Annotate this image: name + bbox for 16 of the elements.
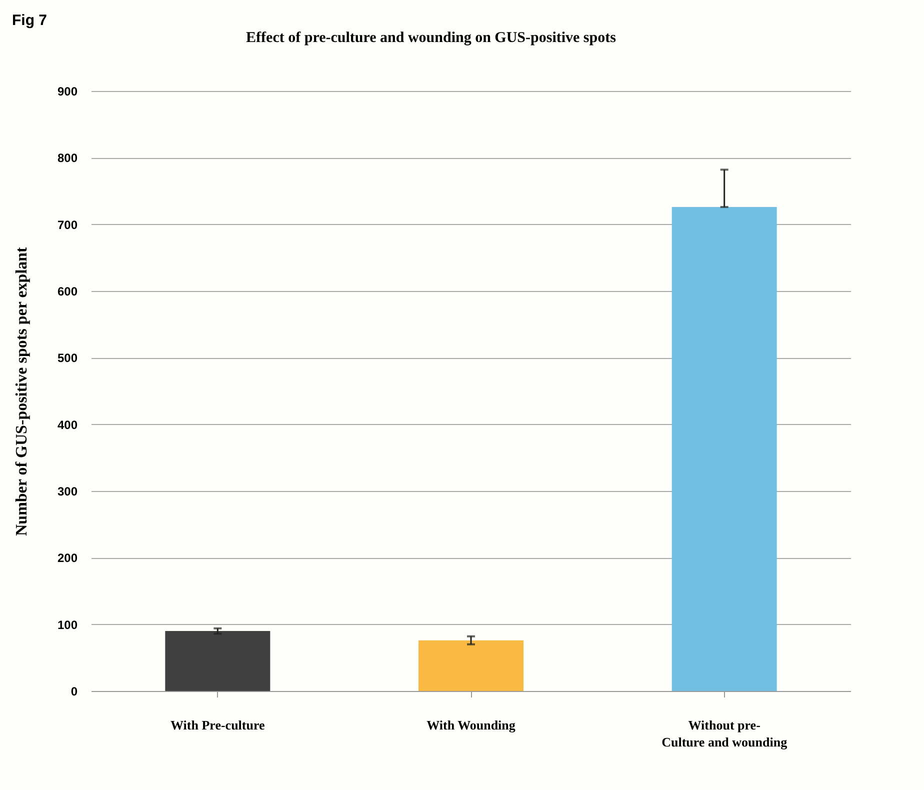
y-tick-label: 100 [57,618,78,632]
y-tick-label: 700 [57,218,78,232]
x-tick-label: With Pre-culture [170,718,266,732]
y-tick-label: 400 [57,418,78,432]
chart-title: Effect of pre-culture and wounding on GUS-positive spots [246,30,616,46]
y-tick-label: 500 [57,351,78,366]
y-tick-label: 600 [57,284,78,298]
y-axis-title: Number of GUS-positive spots per explant [13,246,30,536]
y-tick-label: 0 [70,684,78,698]
caption: Fig 7 [12,12,48,29]
y-tick-label: 900 [57,84,78,98]
y-tick-label: 800 [57,151,78,166]
x-tick-label: With Wounding [426,718,516,732]
y-tick-label: 200 [57,551,78,566]
y-tick-label: 300 [57,484,78,498]
x-tick-label: Without pre- Culture and wounding [662,718,788,750]
